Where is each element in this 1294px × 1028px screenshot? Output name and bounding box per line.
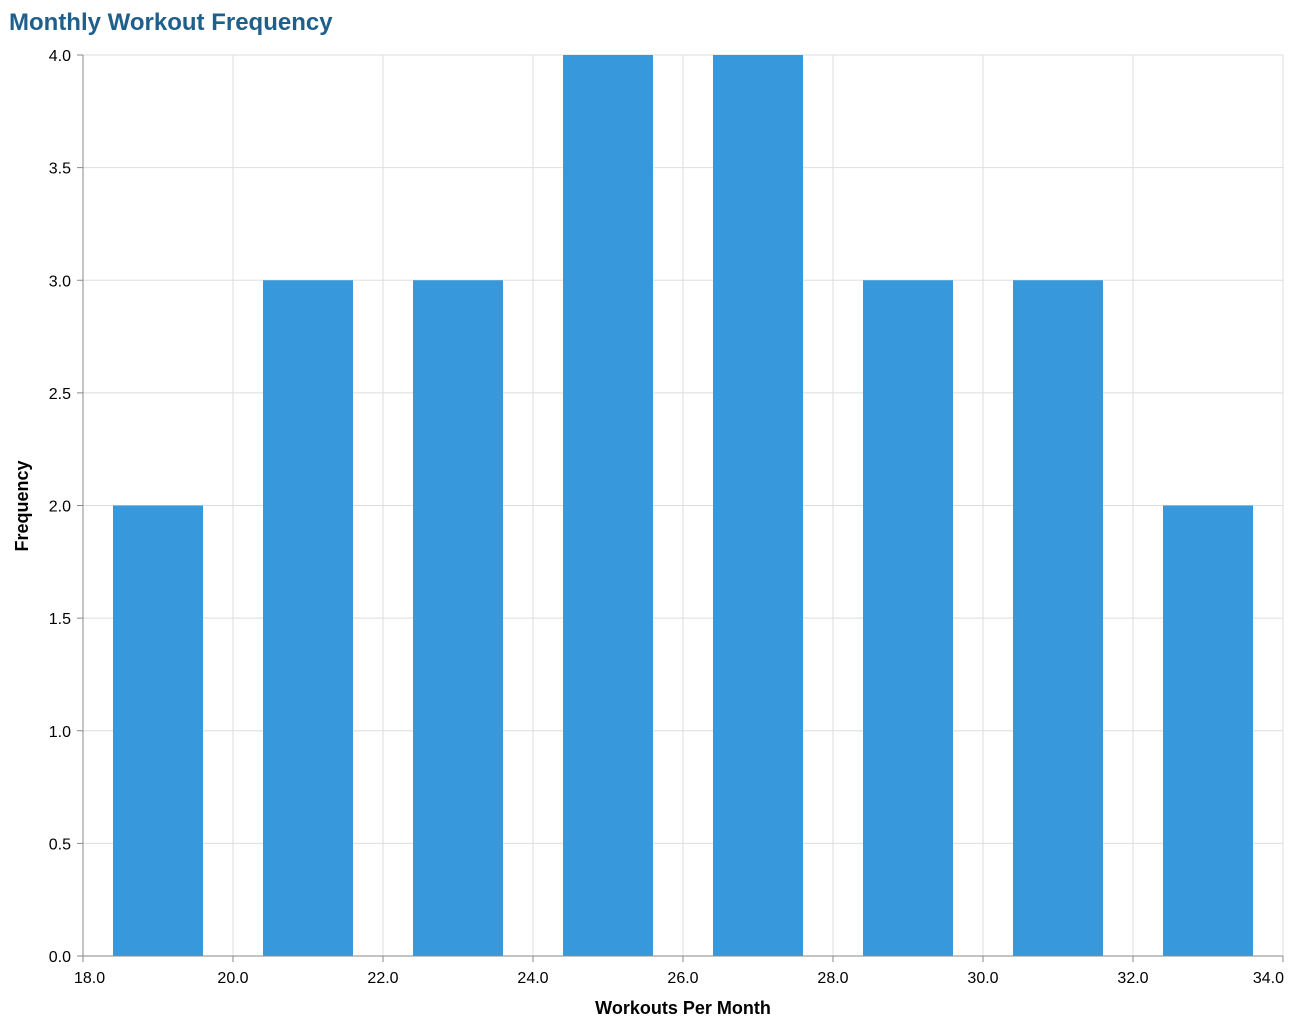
x-tick-label: 30.0 [967,970,998,987]
y-tick-label: 0.0 [49,949,71,966]
y-tick-label: 1.0 [49,724,71,741]
histogram-bar [713,55,803,956]
histogram-bar [1163,505,1253,956]
x-tick-label: 26.0 [667,970,698,987]
y-tick-label: 2.5 [49,386,71,403]
y-tick-label: 4.0 [49,48,71,65]
y-tick-label: 0.5 [49,836,71,853]
histogram-bar [863,280,953,956]
x-tick-label: 28.0 [817,970,848,987]
x-axis-label: Workouts Per Month [595,998,771,1018]
bars [113,55,1253,956]
x-tick-label: 22.0 [367,970,398,987]
histogram-bar [563,55,653,956]
x-tick-label: 18.0 [74,970,105,987]
y-tick-label: 3.0 [49,273,71,290]
axes [77,54,1284,962]
y-tick-label: 3.5 [49,161,71,178]
tick-labels: 0.0 0.5 1.0 1.5 2.0 2.5 3.0 3.5 4.0 18.0 20.0 22.0 2… [49,48,1284,987]
histogram-bar [413,280,503,956]
histogram-bar [113,505,203,956]
x-tick-label: 20.0 [217,970,248,987]
x-tick-label: 24.0 [517,970,548,987]
y-axis-label: Frequency [12,460,32,551]
histogram-bar [1013,280,1103,956]
chart-title: Monthly Workout Frequency [9,9,333,36]
y-tick-label: 1.5 [49,611,71,628]
x-tick-label: 34.0 [1253,970,1284,987]
x-tick-label: 32.0 [1117,970,1148,987]
y-tick-label: 2.0 [49,499,71,516]
histogram-bar [263,280,353,956]
